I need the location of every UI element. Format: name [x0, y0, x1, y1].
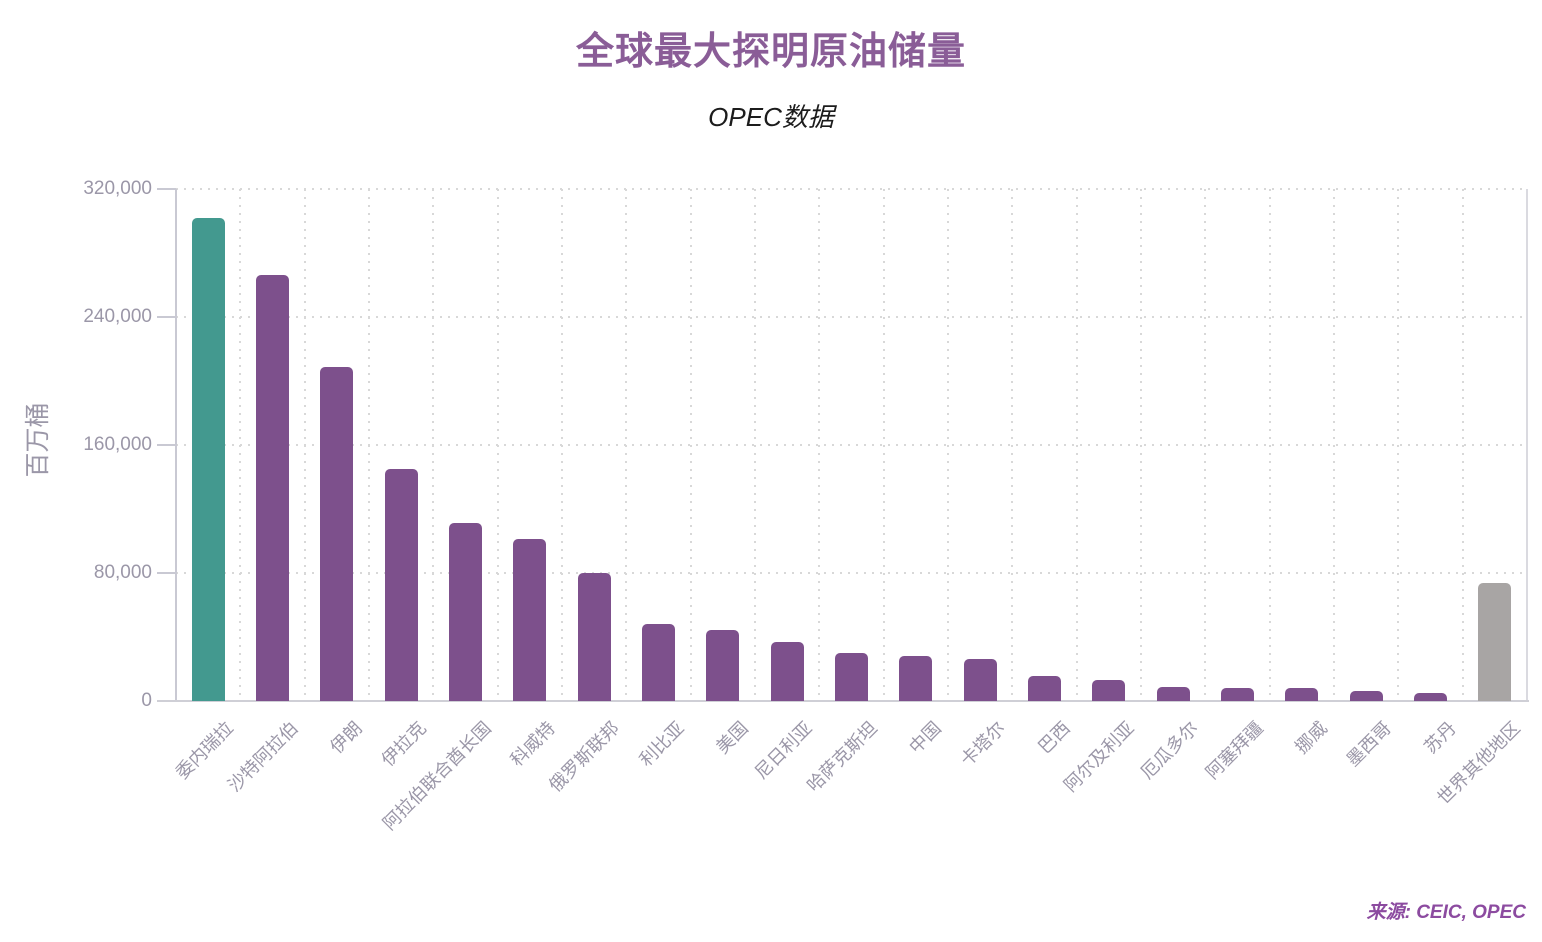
y-gridline: [176, 572, 1527, 574]
y-tick-label: 160,000: [83, 434, 152, 455]
x-label-text: 厄瓜多尔: [1137, 717, 1203, 783]
bar-委内瑞拉[interactable]: [191, 217, 225, 701]
bar-苏丹[interactable]: [1414, 693, 1447, 701]
y-tick-mark: [157, 444, 176, 446]
y-gridline: [176, 188, 1527, 190]
x-gridline: [1011, 189, 1014, 701]
x-label-text: 挪威: [1291, 717, 1331, 758]
x-gridline: [368, 189, 370, 701]
x-label-text: 伊朗: [326, 717, 366, 758]
plot-right-border: [1526, 189, 1528, 701]
bar-哈萨克斯坦[interactable]: [835, 653, 868, 701]
y-tick-mark: [157, 316, 176, 318]
x-gridline: [625, 189, 628, 701]
bar-厄瓜多尔[interactable]: [1156, 687, 1190, 701]
bar-利比亚[interactable]: [642, 623, 675, 701]
bar-世界其他地区[interactable]: [1478, 583, 1512, 701]
x-gridline: [754, 189, 756, 701]
x-gridline: [432, 189, 435, 701]
y-tick-mark: [157, 572, 176, 574]
x-gridline: [1204, 189, 1207, 701]
x-gridline: [1333, 189, 1335, 701]
bar-伊朗[interactable]: [320, 367, 354, 701]
bar-中国[interactable]: [899, 656, 933, 701]
bar-挪威[interactable]: [1285, 688, 1319, 701]
y-gridline: [176, 444, 1527, 446]
x-gridline: [882, 189, 885, 701]
x-label-text: 美国: [712, 717, 752, 758]
x-gridline: [818, 189, 821, 701]
x-gridline: [1397, 189, 1400, 701]
x-label-text: 伊拉克: [377, 717, 431, 771]
x-label-text: 中国: [905, 717, 945, 758]
x-gridline: [303, 189, 306, 701]
chart-title: 全球最大探明原油储量: [575, 31, 966, 73]
x-gridline: [496, 189, 499, 701]
bar-阿尔及利亚[interactable]: [1092, 680, 1126, 701]
bar-尼日利亚[interactable]: [770, 641, 804, 701]
x-label-text: 阿塞拜疆: [1201, 717, 1267, 783]
x-label-text: 利比亚: [635, 717, 688, 771]
x-gridline: [561, 189, 563, 701]
y-tick-label: 0: [141, 690, 152, 711]
chart-subtitle: OPEC数据: [708, 102, 834, 132]
bar-沙特阿拉伯[interactable]: [256, 274, 289, 701]
bar-阿塞拜疆[interactable]: [1221, 688, 1254, 701]
x-gridline: [689, 189, 692, 701]
bar-美国[interactable]: [706, 629, 740, 701]
y-tick-mark: [157, 188, 176, 190]
x-label-text: 巴西: [1033, 717, 1074, 758]
x-label-text: 科威特: [506, 717, 559, 771]
bar-巴西[interactable]: [1028, 676, 1061, 701]
x-gridline: [1268, 189, 1271, 701]
x-gridline: [1461, 189, 1464, 701]
x-axis-line: [157, 700, 1529, 702]
x-label-text: 卡塔尔: [956, 717, 1010, 771]
x-label-text: 苏丹: [1419, 717, 1460, 758]
source-note: 来源: CEIC, OPEC: [1366, 902, 1526, 923]
bar-阿拉伯联合酋长国[interactable]: [449, 523, 482, 701]
bar-伊拉克[interactable]: [384, 469, 418, 701]
y-gridline: [176, 316, 1527, 318]
bar-科威特[interactable]: [513, 538, 547, 701]
y-tick-label: 240,000: [83, 306, 152, 327]
y-axis-line: [175, 189, 177, 702]
x-label-text: 墨西哥: [1342, 717, 1396, 771]
x-gridline: [947, 189, 949, 701]
bar-墨西哥[interactable]: [1349, 691, 1383, 701]
bar-卡塔尔[interactable]: [963, 659, 997, 701]
bar-俄罗斯联邦[interactable]: [577, 573, 611, 701]
y-tick-label: 320,000: [83, 178, 152, 199]
y-tick-label: 80,000: [93, 562, 152, 583]
x-gridline: [239, 189, 242, 701]
x-gridline: [1075, 189, 1078, 701]
x-gridline: [1140, 189, 1142, 701]
